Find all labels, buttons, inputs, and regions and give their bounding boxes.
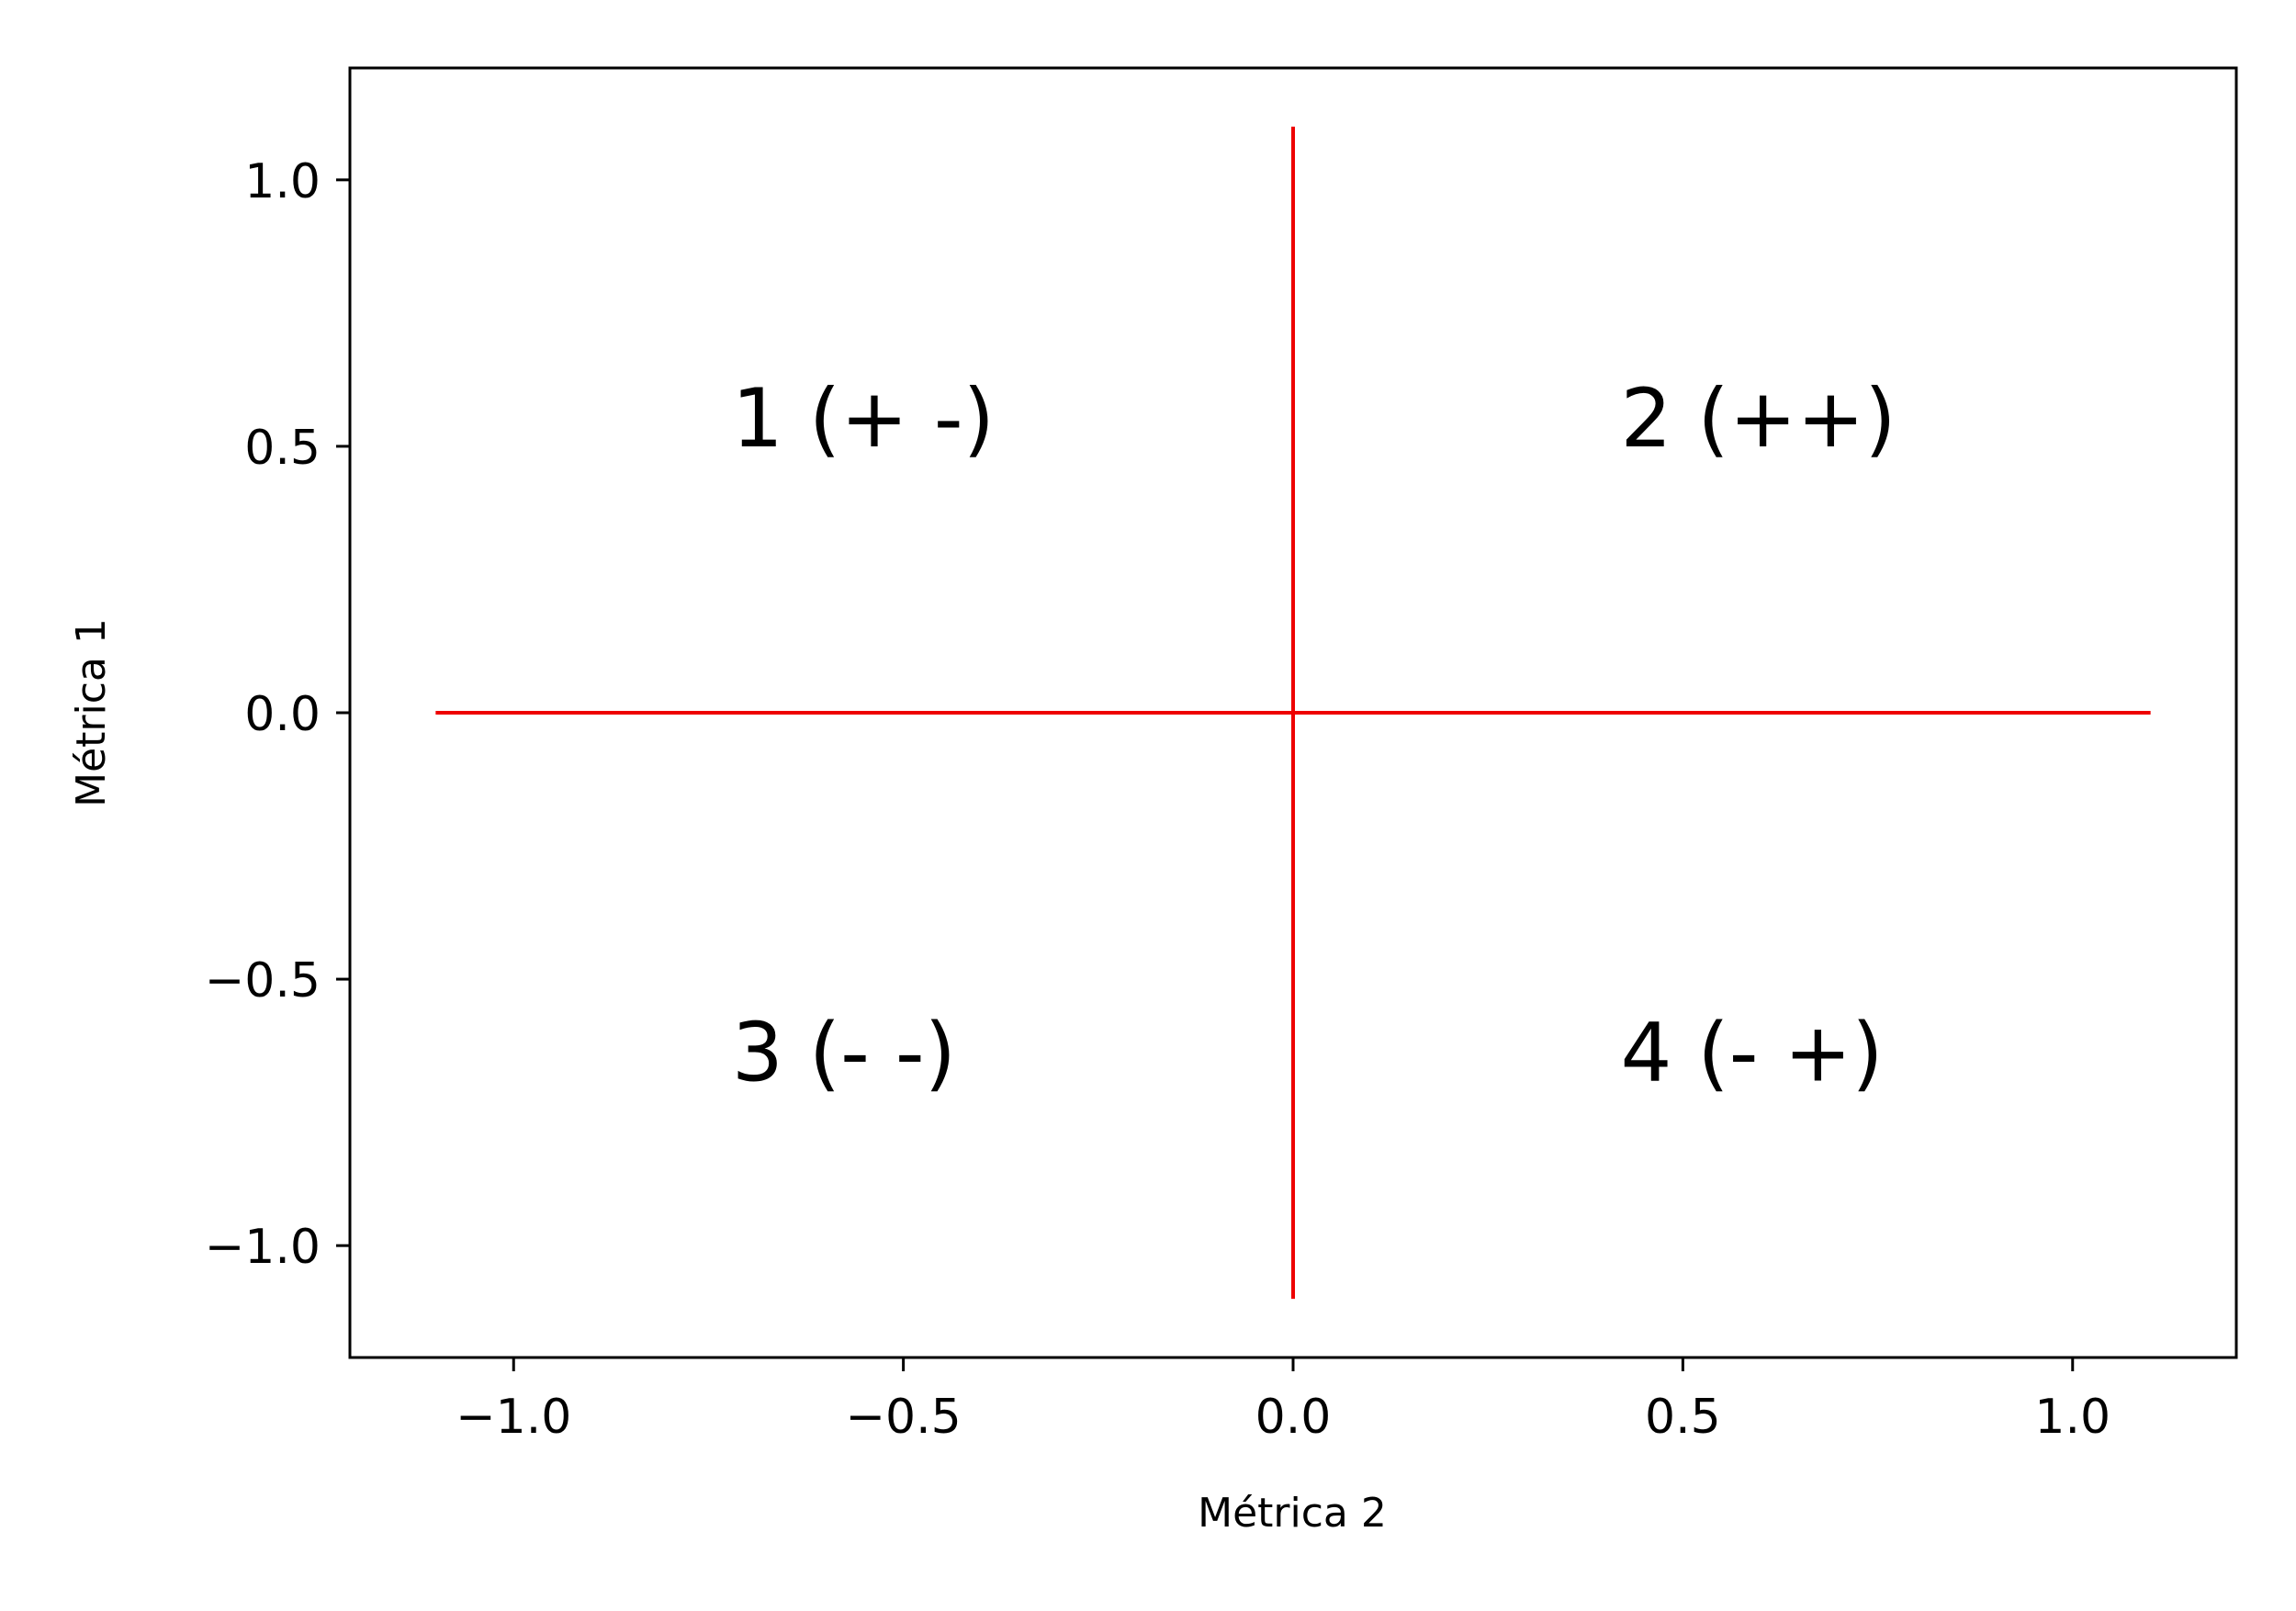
x-tick-label: 0.5 <box>1645 1390 1721 1445</box>
y-axis-label: Métrica 1 <box>68 618 115 807</box>
quadrant-label-1: 1 (+ -) <box>732 371 995 466</box>
y-tick-label: −1.0 <box>205 1220 321 1275</box>
lines-layer <box>435 126 2151 1300</box>
quadrant-label-2: 2 (++) <box>1620 371 1896 466</box>
x-tick-label: 1.0 <box>2034 1390 2110 1445</box>
y-tick-label: 0.0 <box>244 687 321 742</box>
x-tick-label: −1.0 <box>456 1390 571 1445</box>
y-tick-label: 1.0 <box>244 154 321 209</box>
x-axis-label: Métrica 2 <box>1198 1490 1387 1537</box>
x-tick-label: 0.0 <box>1255 1390 1332 1445</box>
y-tick-label: −0.5 <box>205 953 321 1008</box>
x-axis: −1.0 −0.5 0.0 0.5 1.0 <box>456 1358 2110 1445</box>
y-axis: −1.0 −0.5 0.0 0.5 1.0 <box>205 154 350 1275</box>
x-tick-label: −0.5 <box>845 1390 961 1445</box>
quadrant-label-4: 4 (- +) <box>1620 1005 1883 1099</box>
annotations-layer: 1 (+ -) 2 (++) 3 (- -) 4 (- +) <box>732 371 1896 1099</box>
quadrant-label-3: 3 (- -) <box>732 1005 956 1099</box>
y-tick-label: 0.5 <box>244 421 321 476</box>
